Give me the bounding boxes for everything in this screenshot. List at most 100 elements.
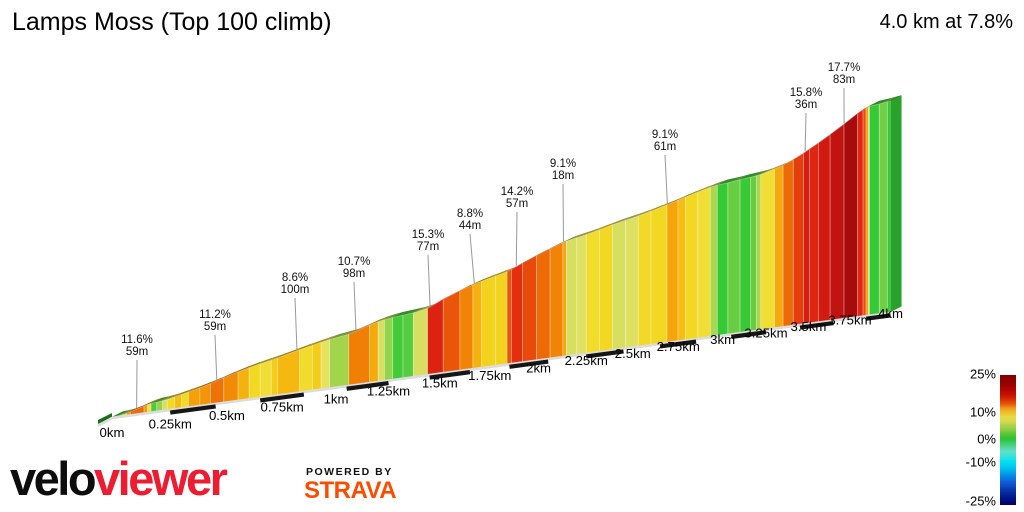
gradient-segment <box>511 262 523 364</box>
gradient-segment <box>156 400 164 412</box>
distance-dash <box>429 370 471 380</box>
gradient-segment <box>750 175 757 332</box>
legend-tick-25: 25% <box>969 366 996 382</box>
x-axis-tick-label: 0km <box>100 425 125 440</box>
annotation-leader-line <box>427 254 431 307</box>
gradient-segment <box>756 173 762 331</box>
baseline <box>97 311 891 428</box>
gradient-segment <box>506 268 512 365</box>
gradient-segment <box>697 186 711 339</box>
gradient-segment <box>565 237 578 357</box>
distance-dash <box>346 381 389 391</box>
x-axis-tick-label: 1.75km <box>468 368 511 383</box>
annotation-leader-line <box>664 154 668 204</box>
x-axis-tick-label: 2.5km <box>615 346 651 361</box>
gradient-segment <box>162 398 168 411</box>
gradient-segment <box>368 321 379 383</box>
gradient-segment <box>377 319 385 382</box>
x-axis-tick-label: 4km <box>878 306 903 321</box>
x-axis-tick-label: 1.25km <box>367 383 410 398</box>
gradient-segment <box>259 359 272 398</box>
annotation-gradient-label: 10.7% <box>338 256 371 268</box>
annotation-gradient-label: 11.6% <box>121 334 153 346</box>
gradient-segment <box>150 401 158 413</box>
annotation-gradient-label: 14.2% <box>501 186 534 198</box>
powered-by-label: POWERED BY <box>306 466 393 478</box>
gradient-segment <box>624 215 639 349</box>
annotation-gradient-label: 8.8% <box>457 208 483 220</box>
gradient-segment <box>809 142 819 324</box>
gradient-segment <box>774 164 784 329</box>
profile-end-cap <box>890 95 902 312</box>
gradient-segment <box>886 100 891 313</box>
x-axis-tick-label: 3.25km <box>744 325 787 340</box>
annotation-leader-line <box>353 281 357 331</box>
annotation-length-label: 59m <box>204 321 226 333</box>
veloviewer-logo: veloviewer <box>10 452 228 505</box>
annotation-length-label: 44m <box>459 220 481 232</box>
distance-dash <box>259 392 305 403</box>
x-axis-tick-label: 0.5km <box>209 408 245 423</box>
distance-dash <box>659 339 697 349</box>
logo-viewer-text: viewer <box>94 452 228 505</box>
distance-dash <box>585 349 624 359</box>
x-axis-tick-label: 1.5km <box>422 376 458 391</box>
distance-dash <box>731 330 767 339</box>
profile-start-cap <box>98 413 112 424</box>
gradient-segment <box>709 184 718 337</box>
gradient-segment <box>782 158 794 327</box>
annotation-gradient-label: 15.3% <box>412 229 445 241</box>
x-axis-tick-label: 2.25km <box>565 353 608 368</box>
annotation-leader-line <box>515 211 518 266</box>
gradient-segment <box>392 314 404 380</box>
gradient-segment <box>792 152 804 326</box>
gradient-segment <box>869 103 880 316</box>
elevation-profile <box>98 95 902 424</box>
gradient-segment <box>248 363 261 399</box>
gradient-segment <box>402 312 414 379</box>
legend-tick-10: 10% <box>969 404 996 420</box>
annotation-leader-line <box>214 334 218 380</box>
gradient-segment <box>857 108 864 317</box>
gradient-segment <box>677 196 686 342</box>
gradient-segment <box>598 224 613 352</box>
gradient-segment <box>612 219 626 350</box>
distance-dash <box>866 313 891 321</box>
legend-tick-neg10: -10% <box>965 454 996 470</box>
gradient-segment <box>843 112 859 319</box>
annotation-length-label: 77m <box>417 241 439 253</box>
x-axis: 0km 0.25km 0.5km 0.75km 1km 1.25km 1.5km 1.75km… <box>97 306 903 440</box>
gradient-segment <box>166 396 176 411</box>
gradient-segment <box>147 402 152 413</box>
gradient-segment <box>312 341 322 391</box>
legend-tick-neg25: -25% <box>965 493 996 509</box>
annotation-gradient-label: 8.6% <box>282 272 308 284</box>
gradient-segment <box>383 316 394 381</box>
gradient-segment <box>562 240 567 357</box>
gradient-segment <box>459 284 474 371</box>
gradient-segment <box>716 182 729 336</box>
gradient-segment <box>637 210 652 347</box>
logo-velo-text: velo <box>10 452 97 505</box>
gradient-segment <box>760 168 775 330</box>
distance-dash <box>509 359 549 369</box>
distance-dash <box>799 321 834 330</box>
annotation-length-label: 83m <box>833 74 855 86</box>
gradient-segment <box>818 133 831 323</box>
gradient-segment <box>576 234 587 355</box>
gradient-segment <box>329 333 350 389</box>
annotation-gradient-label: 9.1% <box>550 158 576 170</box>
gradient-segment <box>277 349 300 396</box>
climb-summary: 4.0 km at 7.8% <box>879 11 1013 33</box>
gradient-segment <box>803 148 810 325</box>
legend-tick-0: 0% <box>977 431 996 447</box>
distance-dash <box>169 404 216 415</box>
gradient-segment <box>739 176 751 333</box>
x-axis-tick-label: 3.5km <box>790 319 826 334</box>
gradient-segment <box>270 357 279 396</box>
strava-logo: STRAVA <box>304 477 397 504</box>
segment-top-face <box>887 95 902 102</box>
annotation-length-label: 100m <box>281 284 310 296</box>
